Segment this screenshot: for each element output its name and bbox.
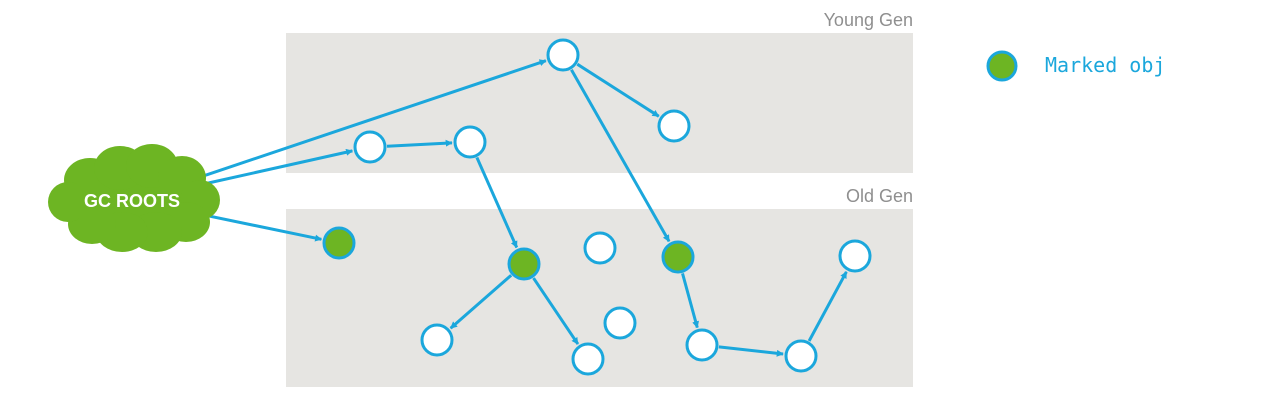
object-o10 <box>784 339 818 373</box>
edge-y4-to-o2 <box>475 156 519 249</box>
young-gen-region <box>286 33 913 173</box>
heap-objects <box>322 38 872 376</box>
object-o3 <box>583 231 617 265</box>
edge-o2-to-o7 <box>532 277 580 345</box>
cloud-icon <box>48 144 220 252</box>
object-y4 <box>453 125 487 159</box>
object-o9 <box>685 328 719 362</box>
object-y2 <box>657 109 691 143</box>
edge-roots-to-y3 <box>196 148 354 187</box>
object-o11 <box>838 239 872 273</box>
edge-o9-to-o10 <box>718 345 784 357</box>
legend-label: Marked obj <box>1045 53 1165 77</box>
object-o6 <box>420 323 454 357</box>
object-o5 <box>603 306 637 340</box>
legend: Marked obj <box>986 50 1165 82</box>
edge-y1-to-y2 <box>576 62 660 118</box>
reference-edges <box>191 59 848 357</box>
old-gen-label: Old Gen <box>846 186 913 206</box>
edge-roots-to-o1 <box>197 212 323 242</box>
cloud-lobe <box>48 182 88 222</box>
edge-o4-to-o9 <box>681 273 700 329</box>
edge-y1-to-o4 <box>570 69 671 243</box>
object-y1 <box>546 38 580 72</box>
edge-o2-to-o6 <box>449 274 513 330</box>
marked-object-o4 <box>661 240 695 274</box>
edge-roots-to-y1 <box>191 59 547 182</box>
edge-y3-to-y4 <box>386 139 453 148</box>
object-o7 <box>571 342 605 376</box>
young-gen-label: Young Gen <box>824 10 913 30</box>
marked-obj-swatch <box>986 50 1018 82</box>
marked-object-o1 <box>322 226 356 260</box>
marked-object-o2 <box>507 247 541 281</box>
gc-roots-cloud: GC ROOTS <box>48 144 220 252</box>
object-y3 <box>353 130 387 164</box>
gc-roots-label: GC ROOTS <box>84 191 180 211</box>
edge-o10-to-o11 <box>807 271 848 342</box>
